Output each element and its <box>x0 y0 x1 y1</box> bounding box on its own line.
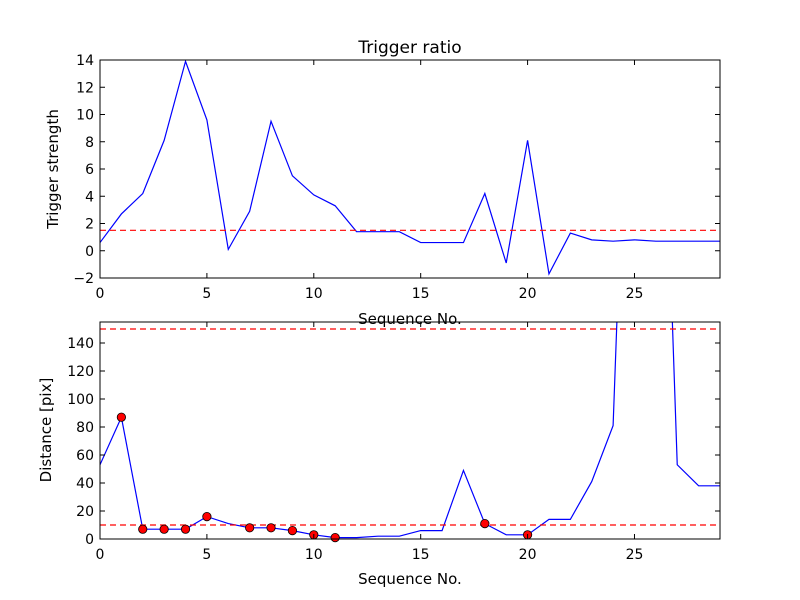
x-tick-label: 10 <box>305 547 323 563</box>
y-tick-label: 6 <box>85 162 94 178</box>
data-point-marker <box>138 524 148 534</box>
y-tick-label: 14 <box>76 53 94 69</box>
y-tick-label: 2 <box>85 217 94 233</box>
plot-frame <box>99 321 721 540</box>
y-tick-label: 12 <box>76 80 94 96</box>
data-point-marker <box>116 412 126 422</box>
x-tick-label: 25 <box>626 547 644 563</box>
data-point-marker <box>202 511 212 522</box>
x-axis-label: Sequence No. <box>358 570 462 588</box>
x-tick-label: 15 <box>412 547 430 563</box>
y-axis-label: Distance [pix] <box>37 378 55 483</box>
x-tick-label: 0 <box>96 286 105 302</box>
y-tick-label: 0 <box>85 532 94 548</box>
y-tick-label: 120 <box>67 364 94 380</box>
x-tick-label: 5 <box>202 286 211 302</box>
data-point-marker <box>245 523 255 533</box>
y-tick-label: 80 <box>76 420 94 436</box>
x-axis-label: Sequence No. <box>358 310 462 328</box>
y-tick-label: −2 <box>73 271 94 287</box>
y-tick-label: 40 <box>76 476 94 492</box>
y-tick-label: 20 <box>76 504 94 520</box>
x-tick-label: 5 <box>202 547 211 563</box>
x-tick-label: 25 <box>626 286 644 302</box>
distance-chart: Sequence No. Distance [pix] 0 5 10 15 20 25 0 2… <box>37 321 721 588</box>
y-tick-label: 140 <box>67 336 94 352</box>
data-point-marker <box>480 518 490 529</box>
data-point-marker <box>180 524 191 534</box>
data-point-marker <box>330 532 340 543</box>
y-tick-label: 0 <box>85 244 94 260</box>
series-line-0 <box>100 60 720 276</box>
y-tick-label: 100 <box>67 392 94 408</box>
x-tick-label: 0 <box>96 547 105 563</box>
x-tick-label: 20 <box>519 286 537 302</box>
y-tick-label: 8 <box>85 135 94 151</box>
y-tick-label: 10 <box>76 108 94 124</box>
data-point-marker <box>159 524 169 534</box>
data-point-marker <box>287 525 298 536</box>
data-point-marker <box>266 523 276 533</box>
x-tick-label: 10 <box>305 286 323 302</box>
y-tick-label: 4 <box>85 189 94 205</box>
x-tick-label: 20 <box>519 547 537 563</box>
y-tick-label: 60 <box>76 448 94 464</box>
x-tick-label: 15 <box>412 286 430 302</box>
y-axis-label: Trigger strength <box>44 109 62 230</box>
chart-title: Trigger ratio <box>357 38 461 58</box>
trigger-ratio-chart: Trigger ratio Sequence No. Trigger stren… <box>44 38 721 328</box>
